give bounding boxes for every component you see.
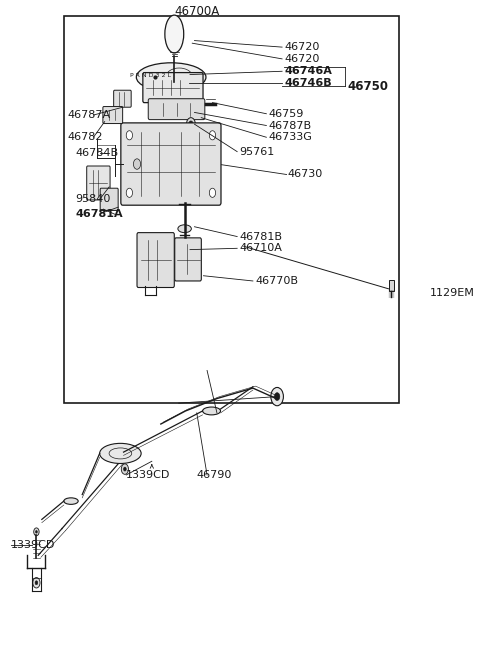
Bar [64, 16, 399, 403]
FancyBboxPatch shape [121, 123, 221, 205]
Text: 95840: 95840 [75, 194, 111, 203]
Text: 46781B: 46781B [240, 232, 282, 241]
FancyBboxPatch shape [137, 233, 174, 287]
Text: 46746A: 46746A [284, 66, 332, 76]
FancyBboxPatch shape [175, 238, 201, 281]
Text: 46784B: 46784B [75, 148, 119, 158]
Ellipse shape [165, 15, 184, 53]
Text: 46782: 46782 [68, 133, 103, 142]
Text: 46750: 46750 [347, 80, 388, 92]
Text: 46720: 46720 [284, 42, 320, 52]
Circle shape [209, 188, 216, 197]
Circle shape [271, 388, 283, 405]
FancyBboxPatch shape [103, 106, 123, 123]
Ellipse shape [203, 407, 220, 415]
Text: 1339CD: 1339CD [11, 540, 56, 550]
Circle shape [209, 131, 216, 140]
FancyBboxPatch shape [87, 166, 110, 200]
Text: 46720: 46720 [284, 54, 320, 64]
Text: 1129EM: 1129EM [430, 289, 475, 298]
Text: 46700A: 46700A [174, 5, 219, 18]
Circle shape [123, 467, 126, 471]
Circle shape [126, 188, 132, 197]
FancyBboxPatch shape [148, 98, 205, 119]
Text: 46770B: 46770B [255, 276, 298, 286]
FancyBboxPatch shape [114, 91, 131, 107]
Text: 95761: 95761 [240, 147, 275, 157]
Bar [388, 279, 394, 291]
Ellipse shape [100, 443, 141, 464]
Text: 46787A: 46787A [68, 110, 111, 120]
Circle shape [126, 131, 132, 140]
Text: 46710A: 46710A [240, 243, 282, 253]
Text: 46787B: 46787B [269, 121, 312, 131]
FancyBboxPatch shape [100, 188, 118, 211]
Text: 46746B: 46746B [284, 78, 332, 88]
Ellipse shape [64, 498, 78, 504]
Circle shape [35, 581, 38, 584]
Circle shape [133, 159, 141, 169]
Circle shape [186, 117, 195, 131]
Circle shape [189, 121, 193, 127]
Circle shape [33, 577, 40, 588]
Text: 46730: 46730 [288, 169, 323, 180]
Text: 46790: 46790 [197, 470, 232, 480]
Circle shape [36, 531, 37, 533]
Circle shape [121, 464, 129, 474]
Ellipse shape [136, 63, 206, 92]
Circle shape [275, 393, 280, 401]
Circle shape [34, 528, 39, 536]
FancyBboxPatch shape [143, 73, 203, 102]
Text: 1339CD: 1339CD [126, 470, 170, 480]
Text: P R N D 3 2 L: P R N D 3 2 L [131, 73, 171, 78]
Text: 46759: 46759 [269, 109, 304, 119]
Text: 46733G: 46733G [269, 133, 312, 142]
Ellipse shape [178, 225, 192, 233]
Text: 46781A: 46781A [75, 209, 123, 218]
